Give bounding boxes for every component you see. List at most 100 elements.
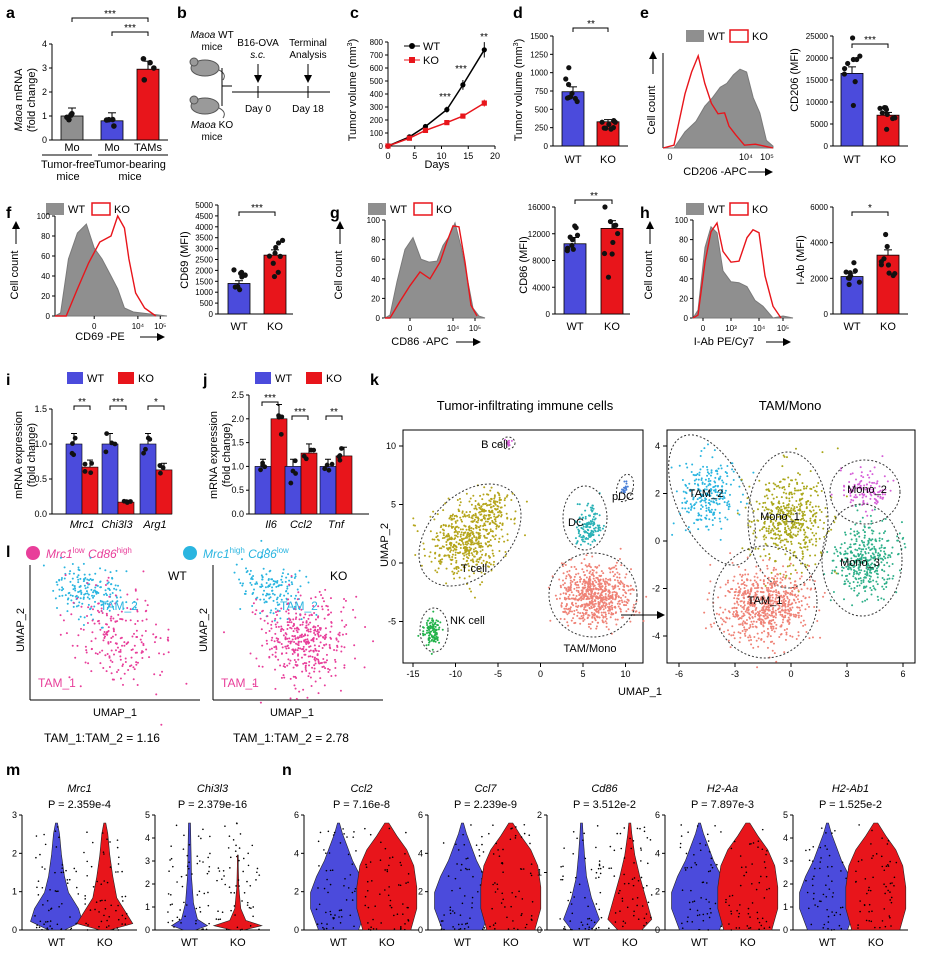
cell-tam2 <box>726 504 728 506</box>
cell-tcell <box>502 524 504 526</box>
cell-tam1 <box>158 652 160 654</box>
cell-mono2 <box>850 499 852 501</box>
cell-mono3 <box>866 572 868 574</box>
cell-tammono <box>621 599 623 601</box>
cell-mono3 <box>864 551 866 553</box>
cell-mono3 <box>862 541 864 543</box>
cell-tam1 <box>789 614 791 616</box>
cell-mono3 <box>871 533 873 535</box>
cell-mono3 <box>864 573 866 575</box>
cell-tammono <box>605 593 607 595</box>
cell-tammono <box>570 582 572 584</box>
cell-mono3 <box>875 550 877 552</box>
cell-tam1 <box>774 575 776 577</box>
cell-tam1 <box>744 569 746 571</box>
cell-tam1 <box>788 617 790 619</box>
cell-dc <box>595 527 597 529</box>
cell-tam1 <box>766 615 768 617</box>
cell-mono3 <box>880 550 882 552</box>
cell-mono3 <box>885 518 887 520</box>
cell-tcell <box>503 541 505 543</box>
cell-mono3 <box>834 546 836 548</box>
cell-tammono <box>569 570 571 572</box>
cell-tcell <box>481 498 483 500</box>
cell-tam1 <box>719 607 721 609</box>
cluster-label-mono2: Mono_2 <box>847 484 887 496</box>
cell-tammono <box>581 593 583 595</box>
cell-tcell <box>452 550 454 552</box>
panel-h-xlabel-wt: WT <box>843 321 860 333</box>
cell-tammono <box>563 592 565 594</box>
cell-tam2 <box>714 509 716 511</box>
cell-tcell <box>446 547 448 549</box>
cell-tcell <box>497 511 499 513</box>
cell-tam1 <box>97 610 99 612</box>
cell-mono1 <box>792 564 794 566</box>
cell-tam1 <box>824 592 826 594</box>
cell-nkcell <box>431 653 433 655</box>
cell-tam2 <box>249 582 251 584</box>
cell-tcell <box>491 487 493 489</box>
data-point <box>243 273 248 278</box>
cell-tcell <box>488 514 490 516</box>
cell-tam1 <box>774 631 776 633</box>
cell-tam1 <box>307 618 309 620</box>
cell-mono1 <box>785 538 787 540</box>
cell-tcell <box>475 521 477 523</box>
cell-mono1 <box>781 496 783 498</box>
cell-tammono <box>608 598 610 600</box>
data-point <box>608 127 613 132</box>
cell-tam1 <box>762 609 764 611</box>
cell-mono1 <box>799 508 801 510</box>
cell-tam2 <box>281 581 283 583</box>
cell-tam2 <box>684 484 686 486</box>
cell-tam1 <box>757 633 759 635</box>
cell-tam2 <box>697 519 699 521</box>
cell-tam1 <box>159 674 161 676</box>
cell-mono3 <box>871 593 873 595</box>
cell-tam1 <box>765 614 767 616</box>
cell-tammono <box>575 568 577 570</box>
cell-tam1 <box>732 562 734 564</box>
cell-tam2 <box>103 594 105 596</box>
cell-tcell <box>494 518 496 520</box>
panel-l: l Mrc1low Cd86high Mrc1high Cd86low UMAP… <box>6 540 383 745</box>
cell-nkcell <box>433 631 435 633</box>
cell-tam1 <box>103 633 105 635</box>
bar-tnf-ko <box>336 456 352 514</box>
cell-tcell <box>449 551 451 553</box>
cell-tam1 <box>108 596 110 598</box>
panel-label-f: f <box>6 205 12 222</box>
panel-b-wt-label: Maoa WT <box>190 30 233 41</box>
cell-tcell <box>443 534 445 536</box>
cell-tam1 <box>732 580 734 582</box>
cell-tcell <box>526 501 528 503</box>
cell-tam2 <box>706 469 708 471</box>
cell-tam2 <box>697 483 699 485</box>
cell-tam2 <box>99 567 101 569</box>
cell-tam1 <box>737 604 739 606</box>
cell-tammono <box>591 588 593 590</box>
cell-tam1 <box>782 565 784 567</box>
cell-tammono <box>615 591 617 593</box>
cell-tcell <box>476 527 478 529</box>
cell-tcell <box>433 518 435 520</box>
cell-mono3 <box>858 569 860 571</box>
cell-tcell <box>447 539 449 541</box>
cell-mono1 <box>823 536 825 538</box>
cell-tammono <box>574 576 576 578</box>
cell-mono3 <box>832 570 834 572</box>
panel-e-histogram <box>663 53 773 148</box>
cell-tam1 <box>784 615 786 617</box>
cell-tam2 <box>263 599 265 601</box>
cell-tam1 <box>286 638 288 640</box>
cell-tcell <box>482 528 484 530</box>
cell-mono3 <box>877 599 879 601</box>
cell-tam2 <box>241 585 243 587</box>
cell-tcell <box>479 525 481 527</box>
y-tick-label: 6000 <box>810 203 828 212</box>
cell-tcell <box>475 500 477 502</box>
cell-tam1 <box>759 579 761 581</box>
legend-wt-swatch <box>255 372 271 384</box>
cell-tam2 <box>113 588 115 590</box>
